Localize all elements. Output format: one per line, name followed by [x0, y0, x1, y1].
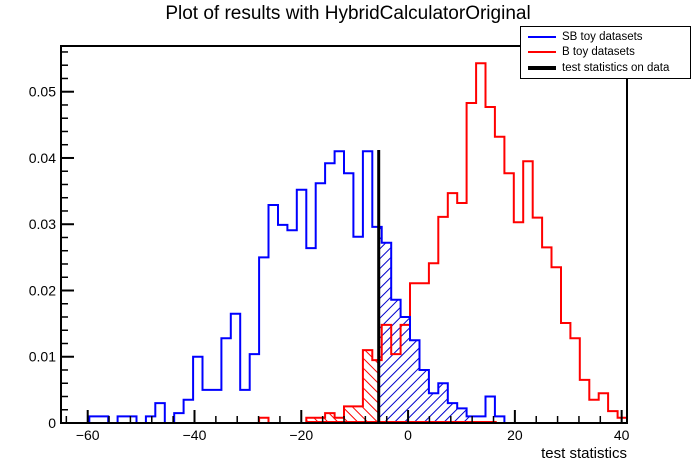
plot-content: −60 −40 −20 0 20 40 0 0.01 0.02 0.03 0.04 0.05 test …	[29, 45, 630, 462]
b-pvalue-hatched-region	[306, 350, 379, 423]
legend-item-sb-toys: SB toy datasets	[521, 29, 690, 44]
y-tick-label: 0.02	[29, 282, 56, 298]
x-axis-title: test statistics	[541, 445, 627, 462]
x-tick-label: −20	[289, 427, 313, 443]
sb-pvalue-hatched-region	[378, 226, 474, 423]
chart-title: Plot of results with HybridCalculatorOri…	[165, 3, 531, 24]
sb-line-sample-icon	[528, 35, 556, 38]
y-tick-label: 0.01	[29, 349, 56, 365]
test-stat-line-sample-icon	[528, 66, 556, 71]
legend-label: SB toy datasets	[562, 30, 643, 43]
y-tick-label: 0	[48, 415, 56, 431]
legend-label: B toy datasets	[562, 46, 635, 59]
y-tick-label: 0.03	[29, 216, 56, 232]
x-tick-label: 40	[614, 427, 630, 443]
x-tick-label: 0	[404, 427, 412, 443]
sb-toys-histogram	[61, 150, 627, 424]
b-line-sample-icon	[528, 51, 556, 54]
b-toys-histogram	[61, 62, 628, 424]
x-tick-label: 20	[507, 427, 523, 443]
y-tick-label: 0.05	[29, 84, 56, 100]
legend-label: test statistics on data	[562, 62, 670, 75]
legend-item-test-stat: test statistics on data	[521, 61, 690, 76]
x-tick-label: −60	[76, 427, 100, 443]
legend-box: SB toy datasets B toy datasets test stat…	[520, 26, 691, 79]
legend-item-b-toys: B toy datasets	[521, 45, 690, 60]
y-tick-label: 0.04	[29, 150, 56, 166]
x-tick-label: −40	[183, 427, 207, 443]
